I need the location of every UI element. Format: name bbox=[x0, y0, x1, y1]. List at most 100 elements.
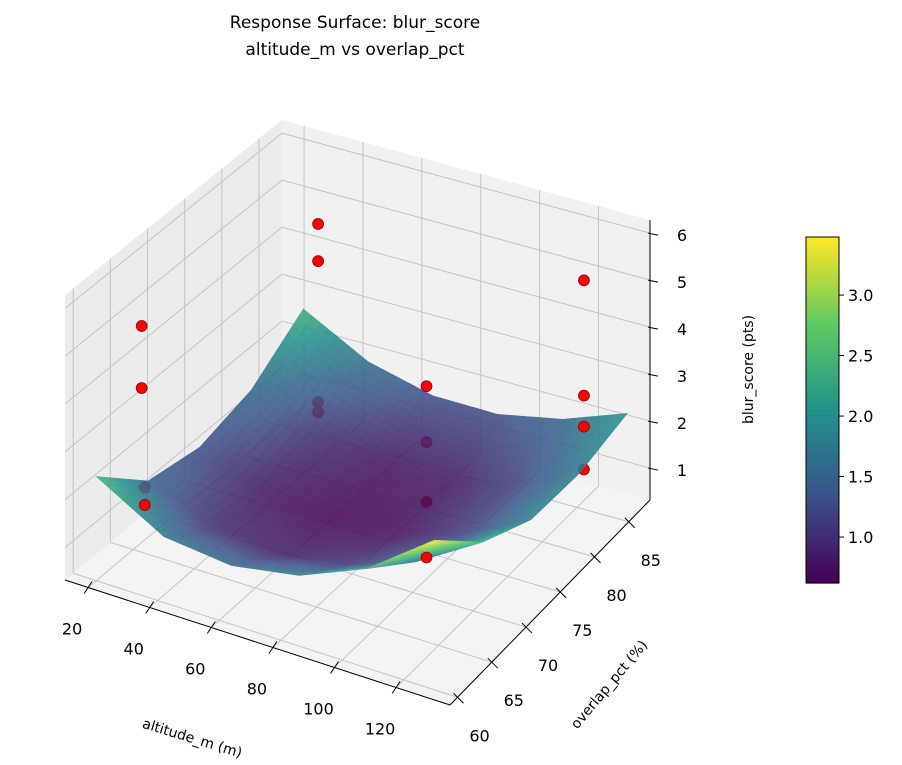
colorbar-segment bbox=[806, 569, 839, 574]
y-tick bbox=[521, 622, 533, 634]
colorbar-segment bbox=[806, 320, 839, 325]
colorbar-tick-label: 2.0 bbox=[848, 407, 873, 426]
colorbar-segment bbox=[806, 295, 839, 300]
y-tick-label: 65 bbox=[504, 691, 524, 710]
points-front bbox=[135, 218, 590, 564]
colorbar-segment bbox=[806, 250, 839, 255]
grid-line-x bbox=[395, 485, 599, 688]
colorbar-segment bbox=[806, 454, 839, 460]
z-tick bbox=[647, 373, 659, 377]
colorbar-segment bbox=[806, 326, 839, 332]
colorbar-segment bbox=[806, 237, 839, 242]
y-tick-label: 60 bbox=[469, 726, 489, 745]
z-tick-label: 6 bbox=[677, 226, 687, 245]
colorbar-segment bbox=[806, 451, 839, 456]
colorbar-segment bbox=[806, 361, 839, 366]
colorbar-segment bbox=[806, 281, 839, 287]
colorbar-segment bbox=[806, 371, 839, 376]
colorbar-segment bbox=[806, 531, 839, 536]
colorbar-segment bbox=[806, 416, 839, 421]
colorbar-segment bbox=[806, 558, 839, 563]
colorbar-segment bbox=[806, 517, 839, 522]
colorbar-segment bbox=[806, 499, 839, 505]
grid-line-z bbox=[281, 320, 651, 422]
x-tick-label: 60 bbox=[185, 660, 205, 679]
colorbar-segment bbox=[806, 351, 839, 356]
colorbar-segment bbox=[806, 538, 839, 543]
grid-line-z bbox=[64, 179, 283, 357]
x-tick-label: 80 bbox=[247, 680, 267, 699]
colorbar-segment bbox=[806, 382, 839, 387]
colorbar-segment bbox=[806, 579, 839, 584]
colorbar-segment bbox=[806, 527, 839, 532]
colorbar-segment bbox=[806, 292, 839, 297]
y-tick bbox=[555, 587, 567, 599]
colorbar-segment bbox=[806, 306, 839, 311]
colorbar-segment bbox=[806, 496, 839, 501]
grid-line-z bbox=[64, 132, 283, 309]
x-tick bbox=[206, 621, 216, 634]
colorbar-segment bbox=[806, 423, 839, 428]
colorbar-segment bbox=[806, 275, 839, 280]
colorbar-segment bbox=[806, 562, 839, 567]
left-wall-pane bbox=[65, 120, 282, 580]
y-tick-label: 75 bbox=[572, 621, 592, 640]
colorbar-segment bbox=[806, 565, 839, 570]
x-tick bbox=[330, 661, 339, 674]
grid-line-y bbox=[110, 541, 492, 663]
colorbar-segment bbox=[806, 503, 839, 508]
data-point bbox=[135, 320, 148, 332]
x-tick bbox=[145, 601, 155, 614]
colorbar-segment bbox=[806, 347, 839, 352]
colorbar-segment bbox=[806, 268, 839, 273]
colorbar-segment bbox=[806, 254, 839, 259]
colorbar-segment bbox=[806, 551, 839, 556]
z-tick-label: 1 bbox=[677, 461, 687, 480]
z-tick-label: 4 bbox=[677, 320, 687, 339]
colorbar-segment bbox=[806, 337, 839, 342]
colorbar-segment bbox=[806, 461, 839, 466]
colorbar-segment bbox=[806, 389, 839, 394]
colorbar-segment bbox=[806, 396, 839, 401]
colorbar-segment bbox=[806, 288, 839, 293]
colorbar-segment bbox=[806, 576, 839, 581]
colorbar-segment bbox=[806, 444, 839, 449]
colorbar-segment bbox=[806, 475, 839, 480]
z-tick bbox=[647, 420, 659, 424]
colorbar-tick-label: 1.0 bbox=[848, 528, 873, 547]
chart-title: Response Surface: blur_score bbox=[229, 13, 481, 33]
colorbar-segment bbox=[806, 378, 839, 383]
colorbar-segment bbox=[806, 375, 839, 380]
x-tick bbox=[391, 681, 401, 694]
colorbar-segment bbox=[806, 313, 839, 318]
colorbar-segment bbox=[806, 316, 839, 321]
colorbar-segment bbox=[806, 534, 839, 539]
data-point bbox=[312, 218, 324, 230]
chart-subtitle: altitude_m vs overlap_pct bbox=[245, 40, 465, 60]
colorbar-segment bbox=[806, 271, 839, 276]
colorbar-tick-label: 2.5 bbox=[848, 347, 873, 366]
data-point bbox=[138, 499, 151, 511]
x-tick-label: 120 bbox=[365, 720, 396, 739]
colorbar-segment bbox=[806, 403, 839, 408]
grid-line-z bbox=[281, 179, 651, 281]
colorbar-segment bbox=[806, 465, 839, 470]
y-tick-label: 80 bbox=[606, 586, 626, 605]
grid-line-z bbox=[64, 226, 283, 405]
colorbar-segment bbox=[806, 243, 839, 248]
colorbar-segment bbox=[806, 486, 839, 491]
colorbar-segment bbox=[806, 472, 839, 477]
colorbar-segment bbox=[806, 479, 839, 484]
axis-lines bbox=[64, 220, 659, 706]
x-tick-label: 40 bbox=[124, 640, 144, 659]
z-tick bbox=[647, 232, 659, 236]
colorbar-segment bbox=[806, 437, 839, 442]
z-tick-label: 3 bbox=[677, 367, 687, 386]
colorbar-segment bbox=[806, 344, 839, 349]
z-tick bbox=[647, 279, 659, 283]
data-point bbox=[578, 389, 590, 402]
colorbar-segment bbox=[806, 358, 839, 363]
y-tick bbox=[590, 552, 601, 564]
colorbar-tick-label: 1.5 bbox=[848, 468, 873, 487]
y-tick bbox=[453, 692, 464, 704]
